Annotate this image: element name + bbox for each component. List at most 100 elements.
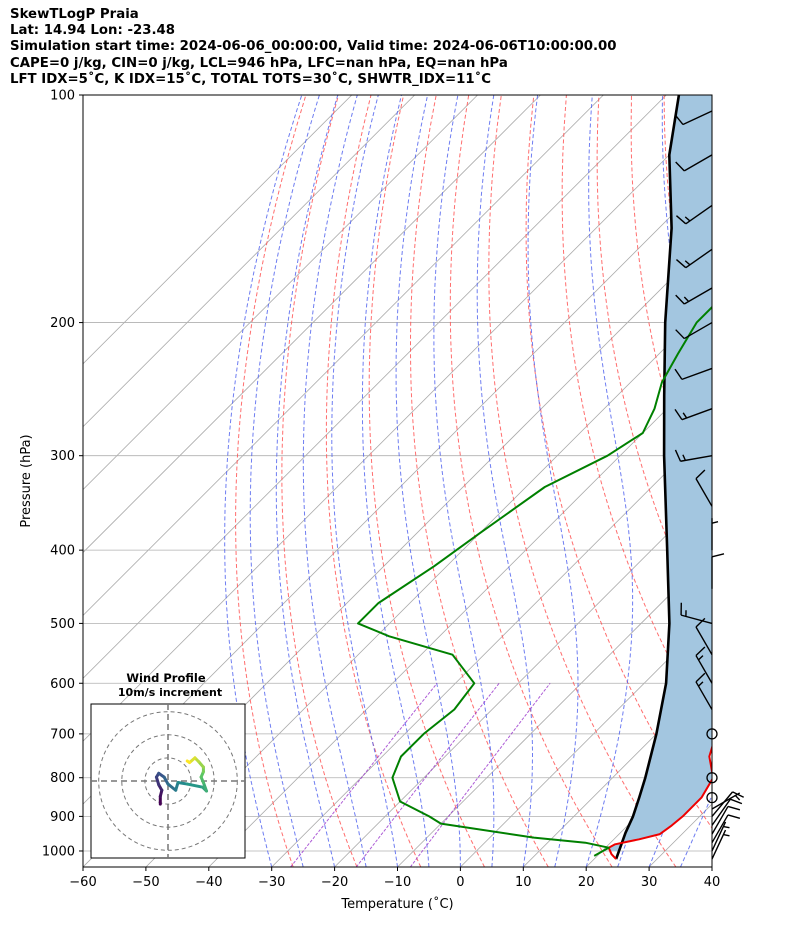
x-tick-label: −20 [321,875,348,890]
wind-barb-shaft [695,478,713,507]
isotherm-line [145,300,712,867]
location-line: Lat: 14.94 Lon: -23.48 [10,23,176,39]
moist-adiabat [433,95,495,867]
chart-header: SkewTLogP Praia Lat: 14.94 Lon: -23.48 S… [10,7,617,88]
moist-adiabat [331,95,398,867]
moist-adiabat [249,95,320,867]
isotherm-line [711,866,712,867]
isotherm-line [83,95,478,491]
wind-barb-flag [675,215,687,225]
hodograph-segment [201,781,208,793]
cape-shading [608,95,712,851]
axes: −60 −50 −40 −30 −20 −10 0 10 20 30 40 100 200 300 400 5… [19,89,720,913]
wind-barb-shaft [683,154,713,172]
wind-barb-shaft [695,681,713,710]
wind-barb-flag [695,617,706,628]
y-tick-label: 100 [50,89,75,104]
x-tick-label: 0 [456,875,464,890]
wind-barb-flag [727,805,741,811]
x-tick-label: 40 [704,875,721,890]
wind-barb-half-flag [711,520,719,524]
x-tick-label: 30 [641,875,658,890]
x-tick-label: −40 [195,875,222,890]
dry-adiabat [488,95,677,867]
dry-adiabat [762,95,794,867]
calm-wind-circle [706,772,718,784]
wind-barb-shaft [682,110,713,126]
isotherm-line [397,551,712,867]
wind-barb-flag [727,814,741,820]
y-tick-label: 400 [50,544,75,559]
calm-wind-circle [706,728,718,740]
x-tick-label: 20 [578,875,595,890]
hodograph-segment [185,759,192,765]
isotherm-line [83,95,353,365]
dry-adiabat [729,95,794,867]
dry-adiabat [410,95,549,867]
isotherm-line [271,426,712,867]
isotherm-line [460,614,712,867]
isotherm-line [83,111,712,742]
wind-barb-half-flag [698,681,704,687]
x-tick-label: −10 [384,875,411,890]
hodograph-segment [166,782,178,792]
temperature-profile-line [607,744,712,860]
wind-barb-flag [674,114,684,125]
wind-barb-shaft [685,204,713,225]
wind-barb-half-flag [682,412,688,419]
moist-adiabat [275,95,339,867]
parcel-profile-line [614,95,681,860]
wind-barb-shaft [695,655,713,684]
wind-barb-shaft [711,829,727,860]
dry-adiabat [281,95,358,867]
x-tick-label: −50 [132,875,159,890]
isotherm-line [83,95,667,679]
hodograph-segment [185,782,205,789]
moist-adiabat [527,95,579,867]
time-line: Simulation start time: 2024-06-06_00:00:… [10,39,617,55]
wind-barb-flag [695,646,706,657]
wind-barb-half-flag [684,260,691,266]
mixing-ratio-line [409,682,551,867]
isotherm-line [334,489,712,867]
calm-wind-circle [706,791,718,804]
dry-adiabat [235,95,307,867]
y-axis-label: Pressure (hPa) [19,434,34,527]
moist-adiabat [680,794,712,867]
hodograph-subtitle: 10m/s increment [118,686,222,699]
dry-adiabat [368,95,485,867]
dry-adiabat [325,95,422,867]
y-tick-label: 500 [50,617,75,632]
wind-barb-shaft [680,614,713,625]
wind-barb-flag [674,368,683,380]
dry-adiabat [449,95,613,867]
isotherm-line [523,677,712,867]
wind-barb-flag [695,672,706,683]
wind-barb-half-flag [723,825,730,829]
wind-barb-half-flag [683,296,690,302]
wind-barb-half-flag [734,795,741,801]
wind-barb-half-flag [684,216,691,222]
wind-barb-flag [730,798,743,805]
wind-barb-shaft [711,814,729,844]
hodograph-plot-area [91,704,245,858]
dry-adiabat [525,95,712,829]
moist-adiabat [476,95,533,867]
hodograph-ring [98,711,238,851]
hodograph-segment [176,781,189,786]
y-tick-label: 600 [50,677,75,692]
wind-barb-shaft [683,287,713,305]
chart-title: SkewTLogP Praia [10,7,139,22]
wind-barb-flag [675,329,685,340]
indices-line: LFT IDX=5˚C, K IDX=15˚C, TOTAL TOTS=30˚C… [10,71,492,87]
y-tick-label: 700 [50,727,75,742]
mixing-ratio-line [355,682,500,867]
y-tick-label: 1000 [42,844,75,859]
dewpoint-profile-line [357,305,712,857]
y-tick-label: 900 [50,810,75,825]
x-axis-label: Temperature (˚C) [340,896,453,912]
moist-adiabat [395,95,461,867]
isotherm-line [83,95,604,616]
wind-barb-shaft [695,626,713,656]
